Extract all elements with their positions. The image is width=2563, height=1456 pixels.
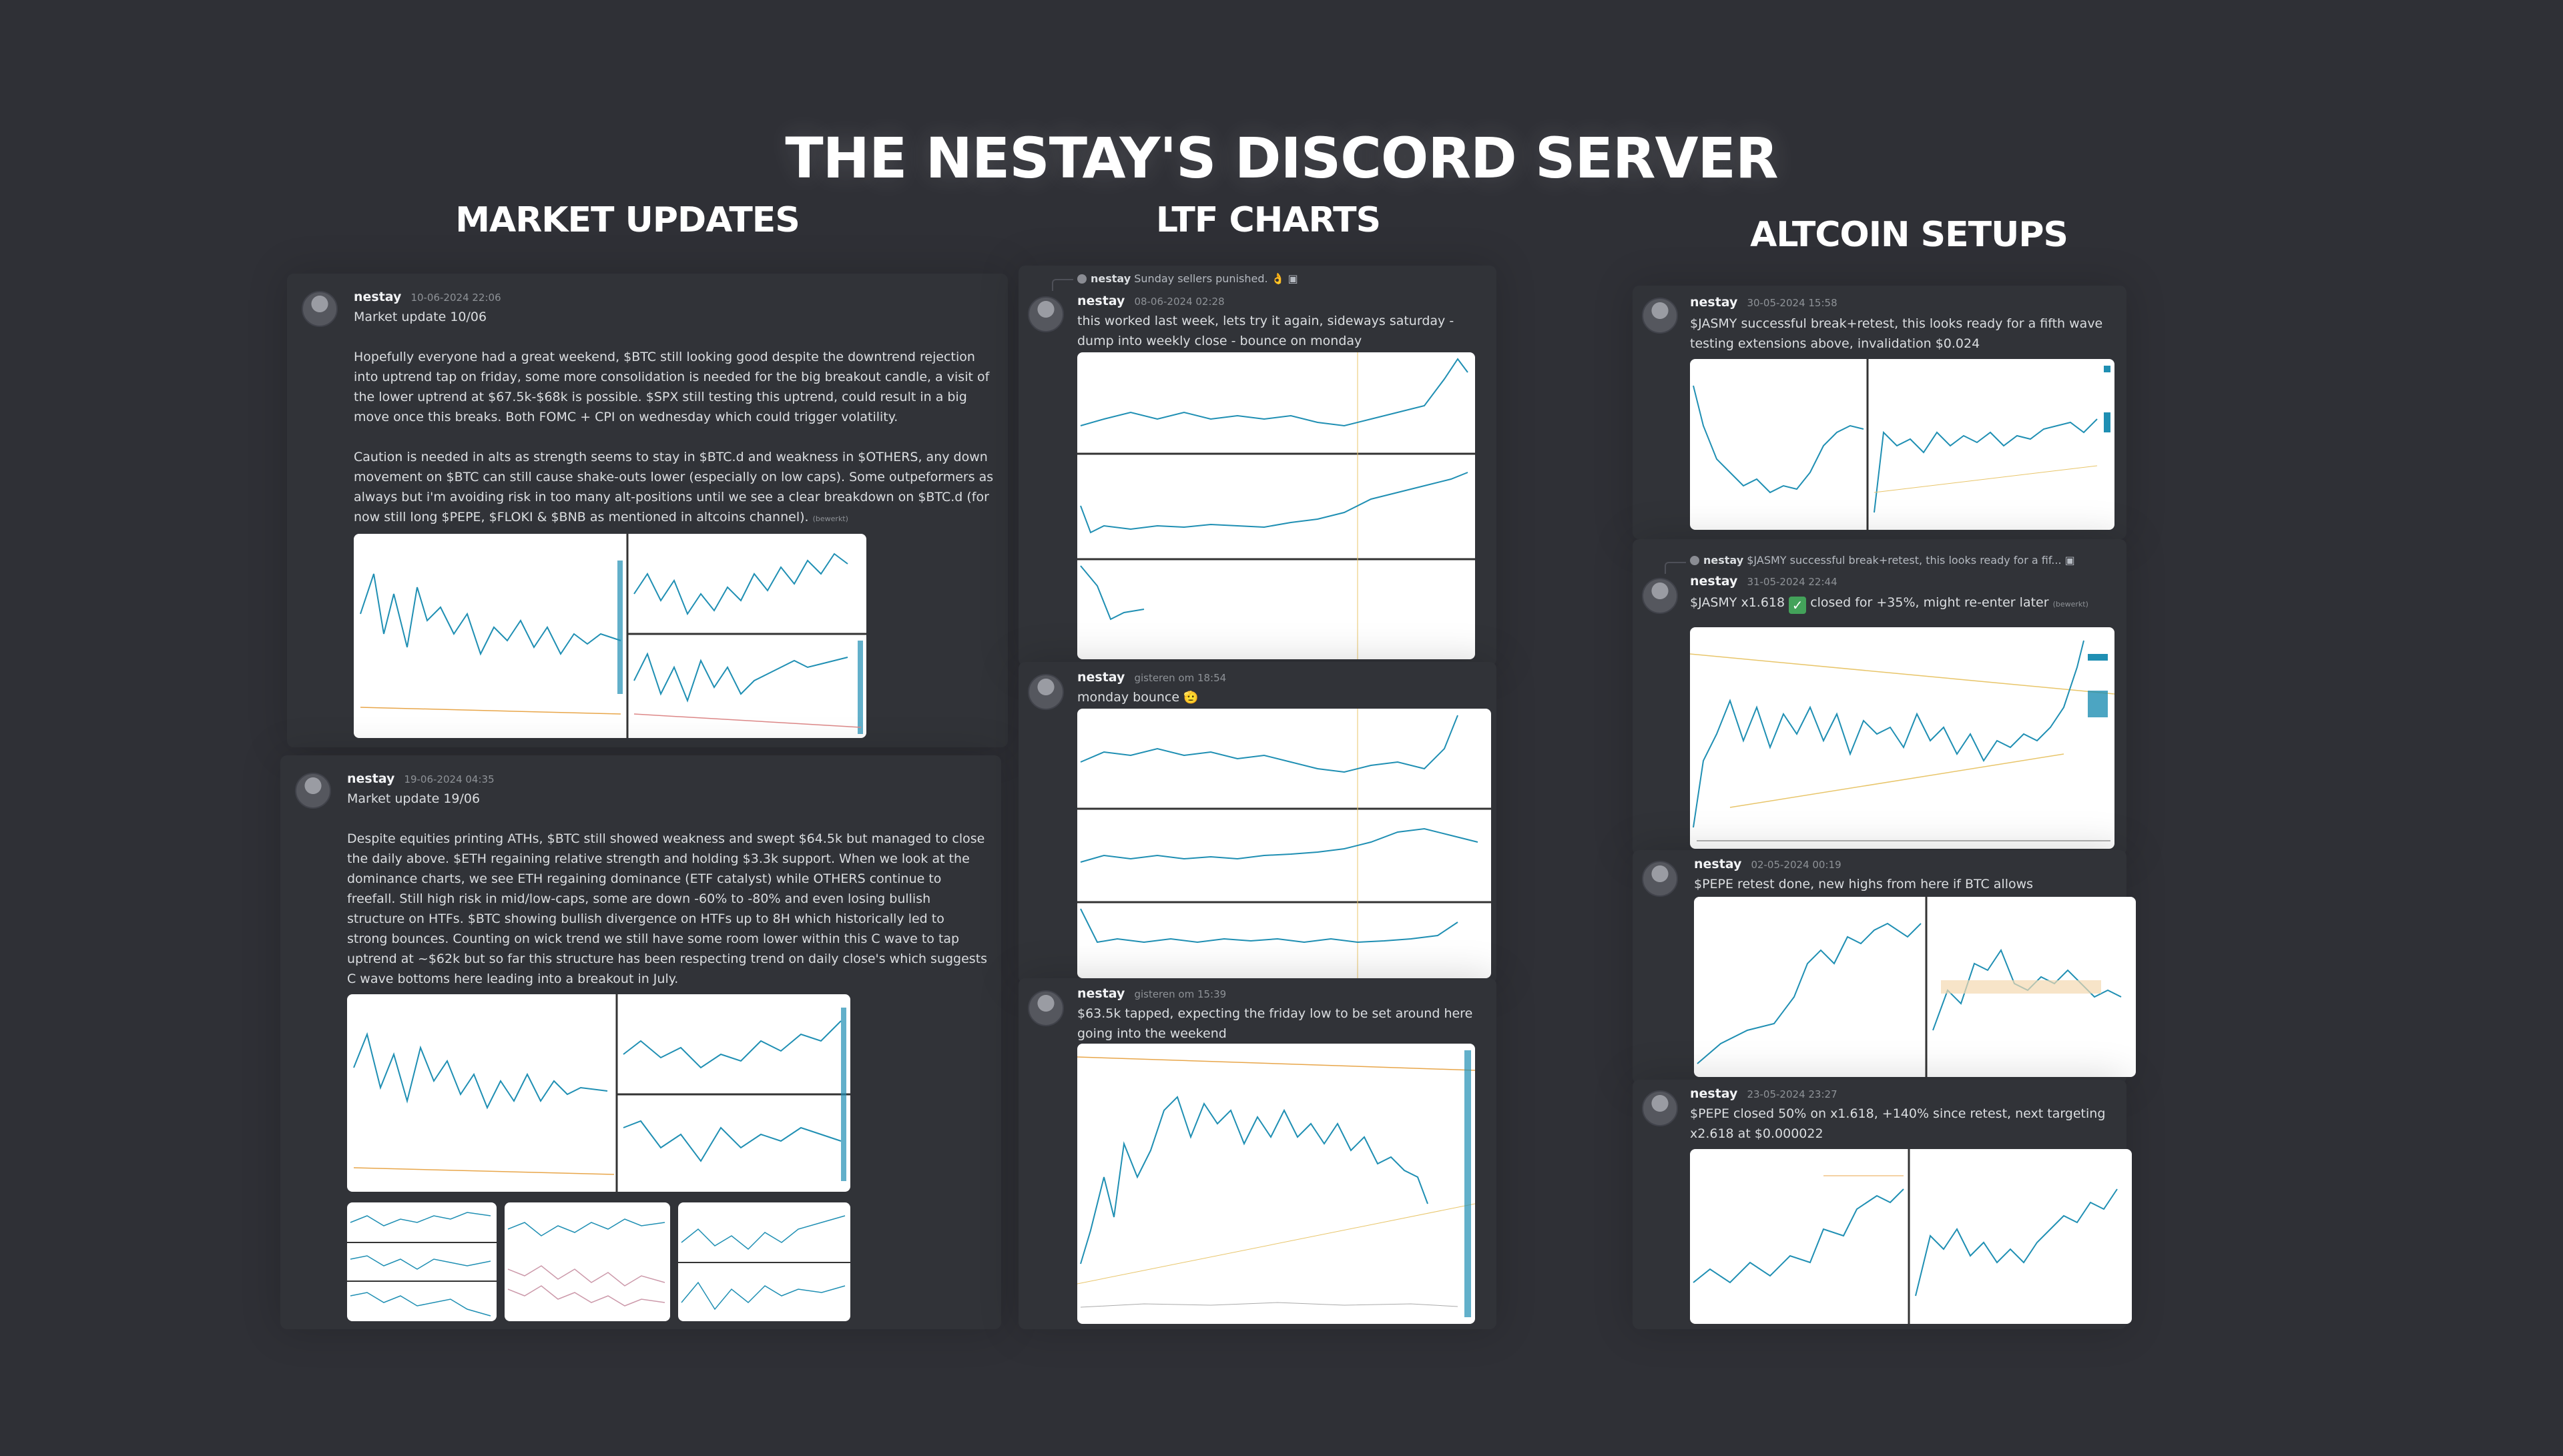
page-title: THE NESTAY'S DISCORD SERVER [785,125,1778,191]
reply-line [1052,279,1073,291]
mini-avatar [1077,274,1087,284]
image-icon: ▣ [2064,554,2075,567]
avatar[interactable] [1028,990,1064,1026]
message-timestamp: 10-06-2024 22:06 [410,292,501,304]
avatar[interactable] [295,773,331,809]
chart-image[interactable] [1690,627,2114,849]
avatar[interactable] [1642,1090,1678,1126]
message-text: Market update 19/06 Despite equities pri… [347,791,988,986]
image-icon: ▣ [1288,272,1298,285]
message-author[interactable]: nestay gisteren om 18:54 [1077,670,1227,685]
altcoin-panel-2: nestay $JASMY successful break+retest, t… [1633,539,2126,855]
mini-avatar [1690,556,1699,565]
message-text: $JASMY x1.618 ✓ closed for +35%, might r… [1690,595,2088,614]
chart-image[interactable] [1690,1149,2132,1324]
message-timestamp: 31-05-2024 22:44 [1747,576,1837,588]
chart-image[interactable] [347,1202,497,1321]
ltf-panel-1: nestay Sunday sellers punished. 👌 ▣ nest… [1019,266,1496,666]
chart-image[interactable] [1077,709,1491,978]
ltf-panel-3: nestay gisteren om 15:39 $63.5k tapped, e… [1019,978,1496,1329]
message-timestamp: gisteren om 18:54 [1134,672,1227,684]
message-text: this worked last week, lets try it again… [1077,314,1454,348]
ltf-panel-2: nestay gisteren om 18:54 monday bounce 🫡 [1019,662,1496,984]
avatar[interactable] [1028,674,1064,710]
message-author[interactable]: nestay gisteren om 15:39 [1077,986,1227,1001]
chart-image[interactable] [347,994,850,1192]
chart-image[interactable] [678,1202,850,1321]
message-text: monday bounce 🫡 [1077,687,1478,708]
edited-marker: (bewerkt) [2052,600,2088,609]
avatar[interactable] [1028,296,1064,332]
message-author[interactable]: nestay 08-06-2024 02:28 [1077,294,1225,308]
reply-preview[interactable]: nestay Sunday sellers punished. 👌 ▣ [1077,272,1298,285]
chart-image[interactable] [1077,352,1475,659]
section-title-market-updates: MARKET UPDATES [455,200,800,240]
message-author[interactable]: nestay 23-05-2024 23:27 [1690,1086,1837,1101]
message-text: $63.5k tapped, expecting the friday low … [1077,1006,1473,1041]
altcoin-panel-3: nestay 02-05-2024 00:19 $PEPE retest done… [1633,850,2136,1084]
check-mark-icon: ✓ [1789,597,1807,614]
chart-image[interactable] [1694,897,2136,1077]
message-timestamp: 19-06-2024 04:35 [404,773,495,785]
avatar[interactable] [1642,298,1678,334]
avatar[interactable] [1642,578,1678,614]
chart-image[interactable] [505,1202,670,1321]
message-timestamp: 08-06-2024 02:28 [1134,296,1225,308]
avatar[interactable] [302,291,338,327]
avatar[interactable] [1642,861,1678,897]
section-title-ltf-charts: LTF CHARTS [1155,200,1381,240]
message-author[interactable]: nestay 10-06-2024 22:06 [354,290,501,304]
altcoin-panel-4: nestay 23-05-2024 23:27 $PEPE closed 50% … [1633,1080,2132,1329]
message-text: $PEPE closed 50% on x1.618, +140% since … [1690,1106,2106,1141]
market-update-panel-2: nestay 19-06-2024 04:35 Market update 19/… [280,755,1001,1329]
message-text: Market update 10/06 Hopefully everyone h… [354,310,994,524]
edited-marker: (bewerkt) [812,514,848,523]
message-timestamp: 02-05-2024 00:19 [1751,859,1841,871]
message-timestamp: 23-05-2024 23:27 [1747,1088,1837,1100]
chart-image[interactable] [1690,359,2114,530]
reply-line [1665,562,1686,574]
message-text: $JASMY successful break+retest, this loo… [1690,316,2103,351]
message-author[interactable]: nestay 02-05-2024 00:19 [1694,857,1841,871]
message-timestamp: 30-05-2024 15:58 [1747,297,1837,309]
market-update-panel-1: nestay 10-06-2024 22:06 Market update 10/… [287,274,1008,747]
section-title-altcoin-setups: ALTCOIN SETUPS [1750,215,2068,255]
message-author[interactable]: nestay 30-05-2024 15:58 [1690,295,1837,310]
reply-preview[interactable]: nestay $JASMY successful break+retest, t… [1690,554,2075,567]
message-author[interactable]: nestay 19-06-2024 04:35 [347,771,495,786]
chart-image[interactable] [1077,1044,1475,1324]
message-author[interactable]: nestay 31-05-2024 22:44 [1690,574,1837,589]
chart-image[interactable] [354,534,866,738]
message-timestamp: gisteren om 15:39 [1134,988,1227,1000]
salute-emoji-icon: 🫡 [1183,691,1199,705]
message-text: $PEPE retest done, new highs from here i… [1694,877,2034,891]
altcoin-panel-1: nestay 30-05-2024 15:58 $JASMY successful… [1633,286,2126,539]
